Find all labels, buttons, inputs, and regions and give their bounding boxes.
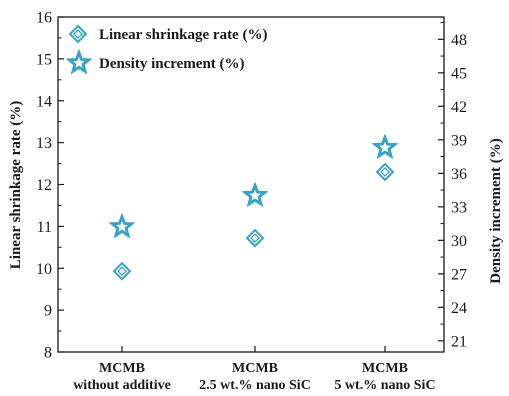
category-label-line2: without additive xyxy=(73,378,171,393)
density-point-inner xyxy=(116,220,128,232)
data-marks xyxy=(109,134,398,281)
shrinkage-point xyxy=(245,228,265,248)
left-tick-label: 10 xyxy=(36,261,52,278)
legend-marker-star xyxy=(66,49,92,74)
left-tick-label: 13 xyxy=(36,135,52,152)
density-point-inner xyxy=(249,189,261,201)
category-label-line2: 2.5 wt.% nano SiC xyxy=(199,378,311,393)
shrinkage-point xyxy=(112,261,132,281)
left-axis-ticks: 8 9 10 11 12 13 14 15 16 xyxy=(36,10,64,362)
category-labels: MCMB without additive MCMB 2.5 wt.% nano Si… xyxy=(73,346,436,393)
density-point-inner xyxy=(379,141,391,153)
legend-diamond-shape xyxy=(68,24,88,44)
category-label-line1: MCMB xyxy=(362,361,408,376)
right-axis-ticks: 21 24 27 30 33 36 39 42 45 48 xyxy=(438,22,467,350)
legend: Linear shrinkage rate (%) Density increm… xyxy=(66,24,267,74)
shrinkage-point-inner xyxy=(380,167,390,177)
right-tick-label: 30 xyxy=(451,233,467,250)
right-tick-label: 27 xyxy=(451,266,467,283)
shrinkage-point-inner xyxy=(250,233,260,244)
right-tick-label: 36 xyxy=(451,166,467,183)
left-tick-label: 16 xyxy=(36,10,52,27)
legend-marker-diamond xyxy=(68,24,88,44)
shrinkage-point-inner xyxy=(117,266,127,277)
left-tick-label: 9 xyxy=(44,303,52,320)
right-tick-label: 39 xyxy=(451,132,467,149)
left-tick-label: 12 xyxy=(36,177,52,194)
category-label-line1: MCMB xyxy=(232,361,278,376)
left-tick-label: 11 xyxy=(37,219,52,236)
left-tick-label: 8 xyxy=(44,345,52,362)
right-tick-label: 42 xyxy=(451,99,467,116)
right-tick-label: 48 xyxy=(451,32,467,49)
shrinkage-point xyxy=(375,162,395,182)
legend-label-density: Density increment (%) xyxy=(99,56,245,72)
legend-diamond-shape-inner xyxy=(73,29,83,39)
plot-frame xyxy=(57,16,445,353)
right-tick-label: 45 xyxy=(451,65,467,82)
right-tick-label: 33 xyxy=(451,199,467,216)
left-tick-label: 15 xyxy=(36,51,52,68)
legend-label-shrinkage: Linear shrinkage rate (%) xyxy=(99,27,267,43)
right-tick-label: 21 xyxy=(451,333,467,350)
left-tick-label: 14 xyxy=(36,93,52,110)
right-tick-label: 24 xyxy=(451,300,467,317)
y-axis-title: Linear shrinkage rate (%) xyxy=(8,101,24,269)
y2-axis-title: Density increment (%) xyxy=(488,138,504,284)
legend-star-shape-inner xyxy=(73,56,85,68)
category-label-line1: MCMB xyxy=(99,361,145,376)
category-label-line2: 5 wt.% nano SiC xyxy=(334,378,435,393)
